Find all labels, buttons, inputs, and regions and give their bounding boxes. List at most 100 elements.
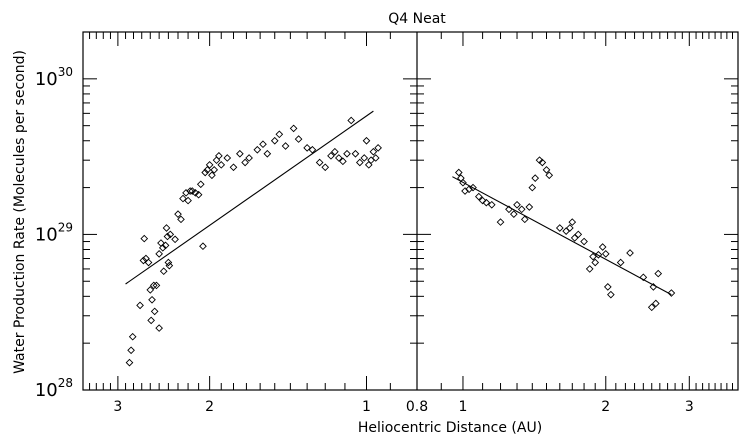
data-point <box>159 267 168 276</box>
data-point <box>545 171 554 180</box>
data-point <box>315 158 324 167</box>
x-tick-label: 1 <box>362 399 371 415</box>
data-point <box>562 227 570 235</box>
data-point <box>649 283 658 291</box>
chart-title: Q4 Neat <box>388 11 446 27</box>
fit-line <box>452 176 672 296</box>
data-point <box>281 142 290 150</box>
data-point <box>528 183 537 192</box>
fit-line <box>125 110 374 285</box>
data-point <box>294 135 303 143</box>
data-point <box>531 174 540 182</box>
data-point <box>667 289 676 297</box>
data-point <box>205 161 214 169</box>
data-point <box>303 144 311 152</box>
x-tick-label: 2 <box>601 399 610 415</box>
data-point <box>223 154 232 162</box>
x-axis-label: Heliocentric Distance (AU) <box>358 420 542 435</box>
data-point <box>482 198 491 207</box>
data-point <box>208 171 216 180</box>
data-point <box>469 183 477 192</box>
x-tick-label: 0.8 <box>406 399 428 415</box>
data-point <box>179 194 187 203</box>
data-point <box>496 218 505 226</box>
data-point <box>148 295 156 304</box>
x-tick-label: 3 <box>113 399 122 415</box>
data-point <box>215 151 223 160</box>
data-point <box>347 116 356 125</box>
data-point <box>199 242 207 251</box>
data-point <box>152 281 161 290</box>
data-point <box>371 154 380 162</box>
data-point <box>505 205 513 214</box>
data-point <box>245 154 253 162</box>
data-point <box>566 224 574 232</box>
data-point <box>513 200 521 209</box>
data-point <box>163 232 172 241</box>
data-point <box>374 144 382 152</box>
data-point <box>144 258 153 267</box>
data-point <box>639 273 648 282</box>
data-point <box>454 168 463 177</box>
data-point <box>275 130 284 139</box>
data-point <box>203 166 212 174</box>
data-point <box>149 281 158 290</box>
data-point <box>335 154 343 162</box>
data-point <box>555 224 564 232</box>
data-point <box>210 166 219 174</box>
data-point <box>186 187 194 195</box>
data-point <box>327 151 335 160</box>
data-point <box>517 205 526 214</box>
data-point <box>360 154 369 162</box>
y-axis <box>83 31 738 391</box>
data-point <box>647 303 656 312</box>
data-point <box>253 145 262 154</box>
data-point <box>465 185 473 194</box>
data-point <box>212 156 221 165</box>
data-point <box>174 210 182 218</box>
data-point <box>654 269 663 278</box>
data-point <box>241 158 249 167</box>
x-tick-labels: 3 2 1 0.8 1 2 3 <box>113 399 693 415</box>
data-point <box>236 149 244 158</box>
data-point <box>574 230 583 239</box>
data-point <box>580 237 588 246</box>
data-point <box>589 252 597 261</box>
data-point <box>194 190 203 199</box>
data-point <box>166 230 175 239</box>
data-point <box>217 161 226 169</box>
data-point <box>542 166 551 174</box>
data-point <box>128 332 137 341</box>
data-point <box>594 250 603 259</box>
y-axis-label: Water Production Rate (Molecules per sec… <box>12 50 28 374</box>
data-point <box>339 157 347 166</box>
data-point <box>289 124 298 133</box>
data-point <box>177 215 185 224</box>
data-point <box>598 243 607 251</box>
data-point <box>196 180 205 189</box>
data-point <box>259 140 267 149</box>
data-point <box>607 290 615 299</box>
data-point <box>191 189 200 197</box>
data-point <box>520 215 529 224</box>
data-point <box>509 210 518 218</box>
data-point <box>263 149 272 158</box>
data-point <box>362 136 371 145</box>
data-point <box>626 249 634 257</box>
data-point <box>369 147 378 156</box>
data-point <box>591 258 600 267</box>
data-point <box>308 145 317 154</box>
data-point <box>474 192 483 201</box>
data-point <box>568 218 577 226</box>
y-tick-labels: 1028 1029 1030 <box>35 65 73 401</box>
data-point <box>171 235 179 244</box>
data-point <box>184 196 192 205</box>
y-tick-label: 1028 <box>35 376 73 401</box>
data-point <box>364 161 373 169</box>
data-point <box>331 147 339 156</box>
data-point <box>270 136 279 145</box>
x-tick-label: 2 <box>205 399 214 415</box>
data-point <box>651 299 660 308</box>
fit-lines <box>125 110 672 296</box>
